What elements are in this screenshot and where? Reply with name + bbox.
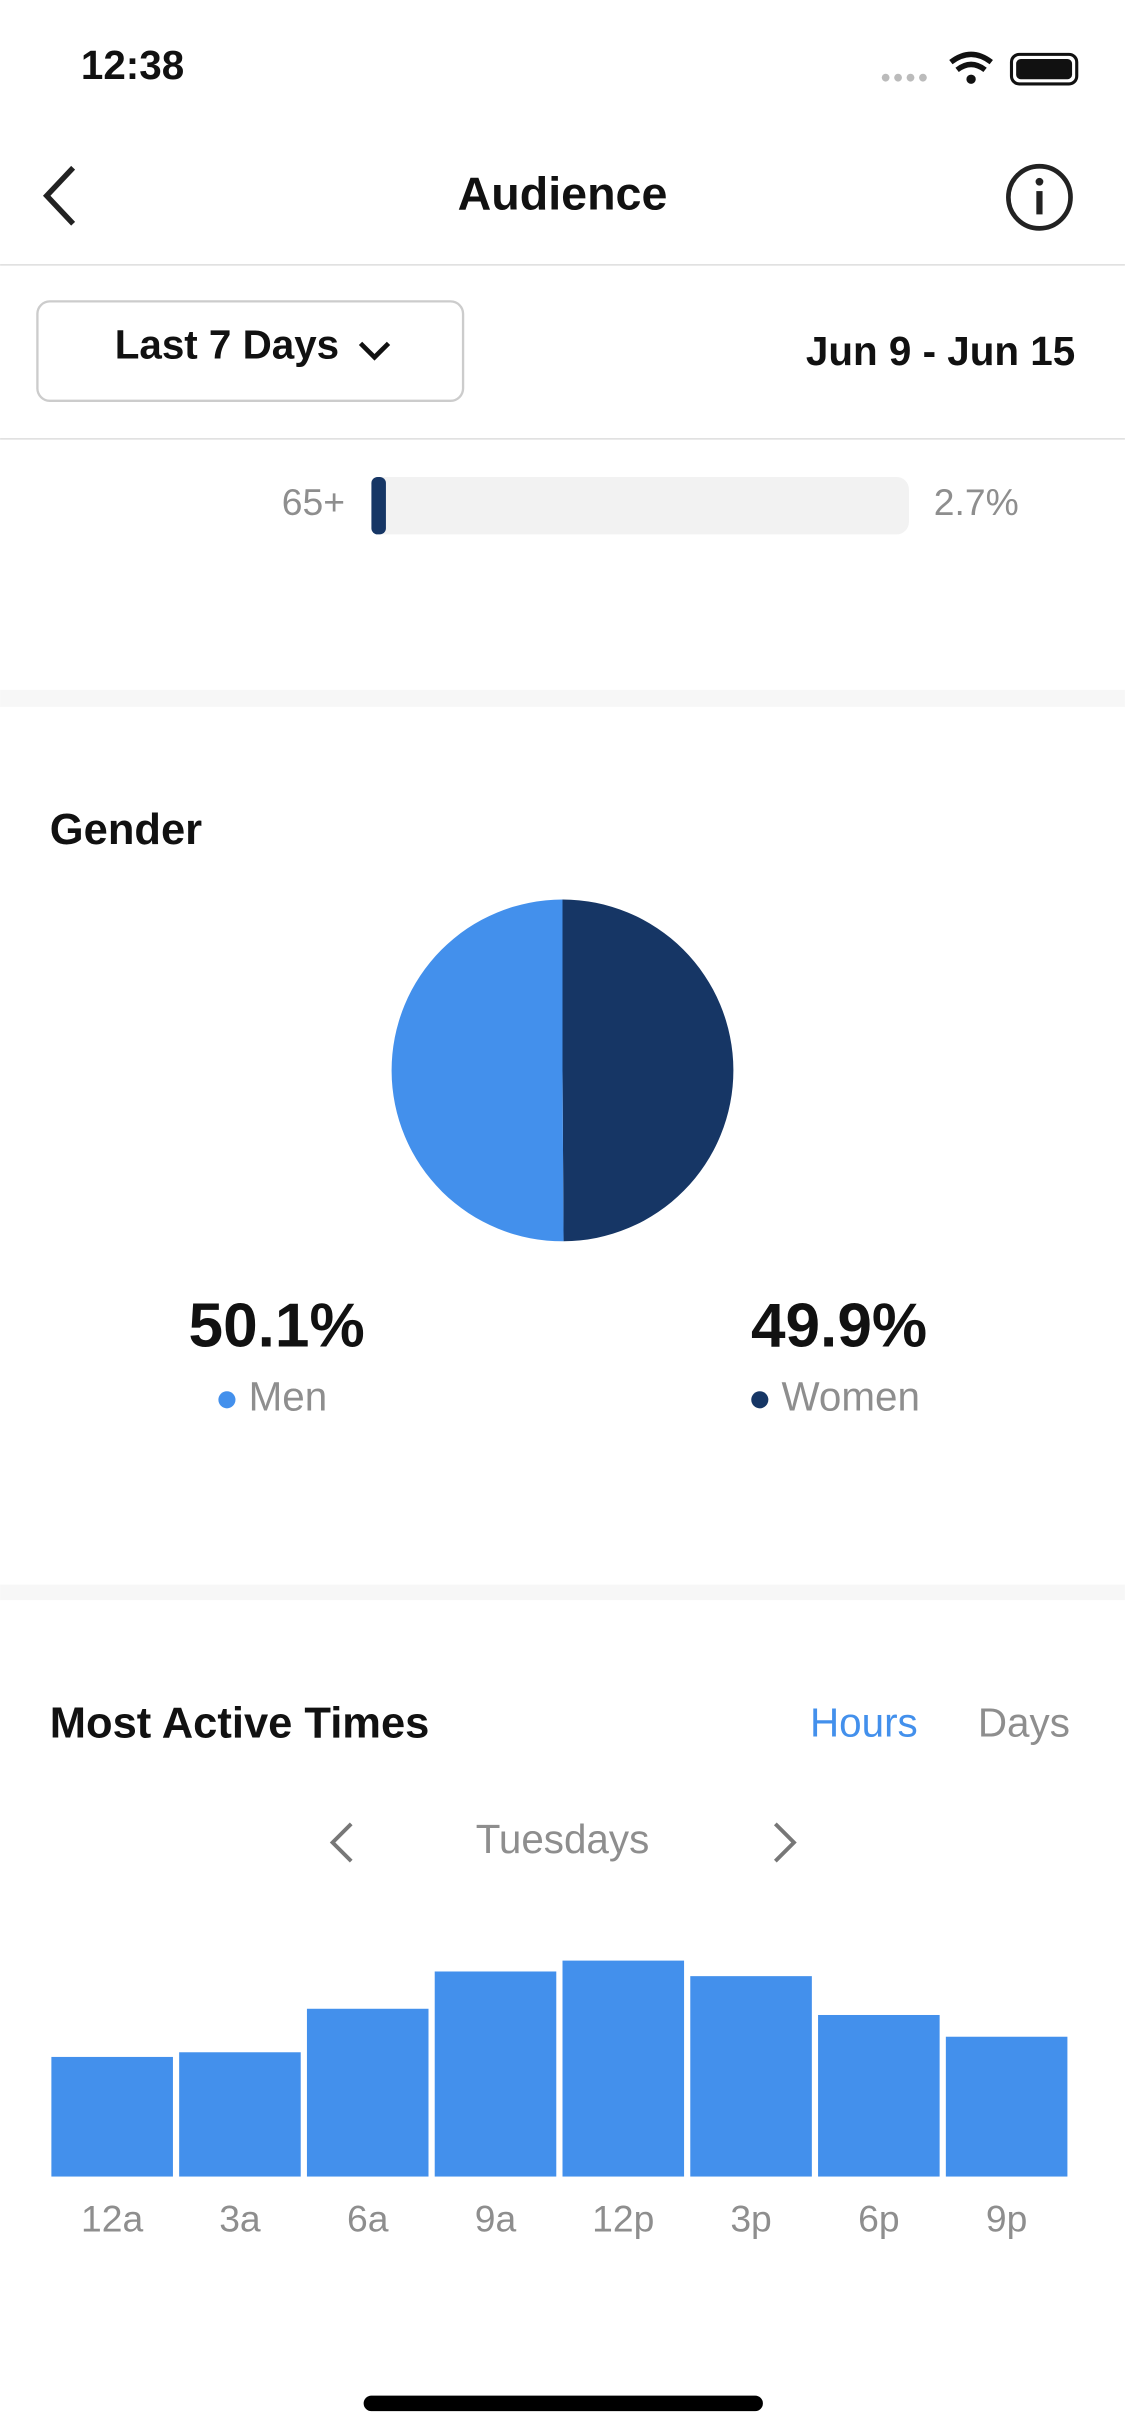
bar	[179, 2052, 301, 2177]
home-indicator	[363, 2395, 763, 2412]
page-title: Audience	[458, 168, 668, 220]
x-tick-label: 3a	[219, 2197, 261, 2239]
bar	[562, 1960, 685, 2177]
age-label: 65+	[282, 481, 345, 523]
gender-percent: 50.1%	[189, 1291, 365, 1360]
pie-slice	[391, 899, 564, 1242]
period-dropdown[interactable]	[36, 300, 465, 402]
section-title: Gender	[50, 806, 202, 854]
bar	[818, 2014, 940, 2177]
x-tick-label: 3p	[730, 2197, 771, 2239]
bar	[51, 2056, 173, 2177]
dropdown-chevron	[358, 341, 391, 361]
x-tick-label: 9a	[475, 2197, 517, 2239]
age-bar	[371, 476, 386, 535]
x-tick-label: 12a	[81, 2197, 143, 2239]
legend-label: Women	[782, 1373, 920, 1419]
date-range: Jun 9 - Jun 15	[806, 328, 1075, 374]
section-separator	[0, 689, 1125, 707]
pie-slice	[562, 899, 734, 1242]
bar	[945, 2036, 1068, 2177]
day-label: Tuesdays	[476, 1816, 650, 1862]
tab-days[interactable]: Days	[978, 1700, 1070, 1746]
age-track	[371, 476, 909, 535]
bar	[434, 1971, 557, 2177]
x-tick-label: 12p	[592, 2197, 654, 2239]
legend-dot	[218, 1391, 236, 1409]
status-icons	[881, 51, 1079, 86]
tab-hours[interactable]: Hours	[810, 1700, 918, 1746]
legend-label: Men	[249, 1373, 328, 1419]
bar	[690, 1976, 812, 2177]
next-day[interactable]	[773, 1822, 797, 1863]
legend-dot	[751, 1391, 769, 1409]
section-title: Most Active Times	[50, 1700, 430, 1748]
back-button[interactable]	[42, 165, 76, 226]
info-button[interactable]	[1006, 163, 1073, 231]
gender-percent: 49.9%	[751, 1291, 927, 1360]
x-tick-label: 6a	[347, 2197, 389, 2239]
age-value: 2.7%	[934, 481, 1019, 523]
prev-day[interactable]	[329, 1822, 353, 1863]
x-tick-label: 6p	[858, 2197, 899, 2239]
section-separator	[0, 1584, 1125, 1601]
bar	[306, 2008, 429, 2177]
x-tick-label: 9p	[986, 2197, 1027, 2239]
status-time: 12:38	[81, 42, 184, 88]
period-label: Last 7 Days	[115, 322, 339, 368]
